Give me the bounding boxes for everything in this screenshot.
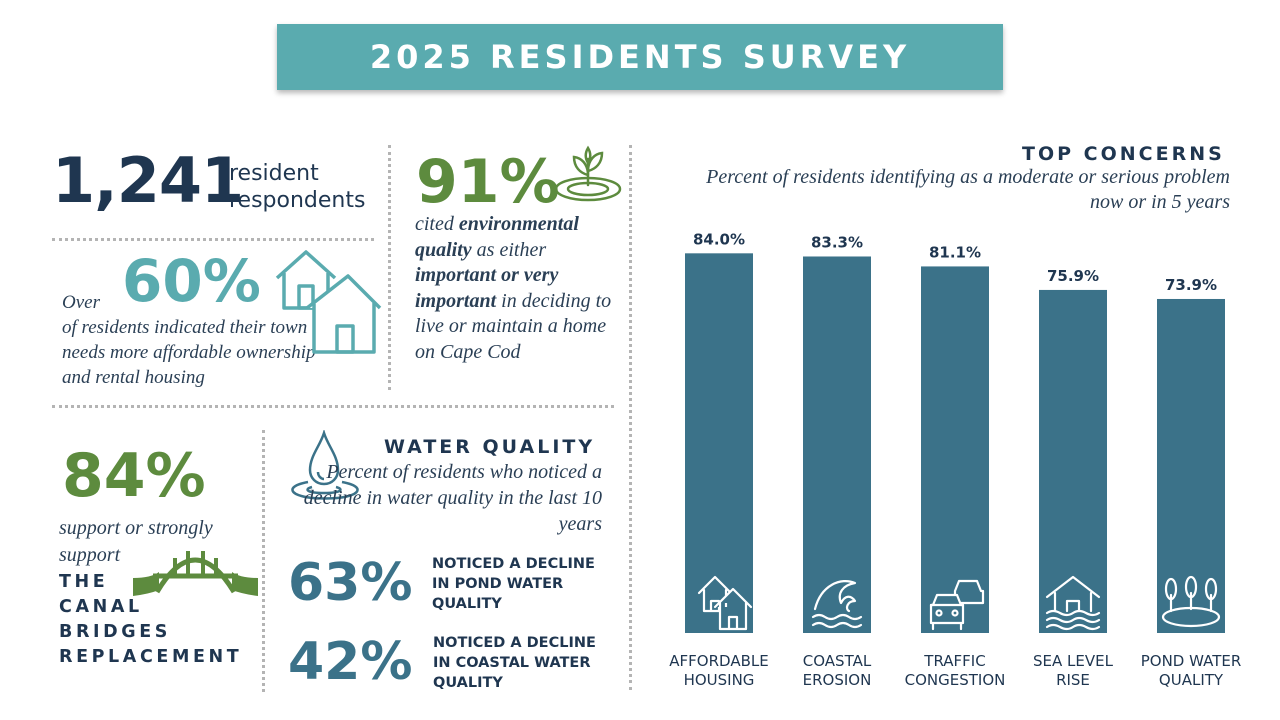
category-label: SEA LEVEL RISE: [1033, 652, 1114, 689]
housing-text: of residents indicated their town needs …: [62, 317, 316, 388]
housing-percent: 60%: [122, 247, 261, 315]
divider-vertical-top: [388, 145, 391, 390]
bridge-icon: [133, 551, 258, 596]
chart-subtitle: Percent of residents identifying as a mo…: [706, 166, 1230, 213]
coastal-decline-percent: 42%: [288, 632, 413, 692]
wave-icon: [811, 580, 863, 629]
respondents-label-line1: resident: [229, 161, 319, 186]
divider-horizontal-middle: [52, 405, 614, 408]
houses-icon: [275, 250, 382, 354]
chart-title: TOP CONCERNS: [1022, 143, 1225, 165]
top-concerns-chart: 84.0% AFFORDABLE HOUSING 83.3% COASTAL EROSIO…: [669, 230, 1242, 689]
respondents-label: resident respondents: [229, 160, 389, 214]
page-title: 2025 RESIDENTS SURVEY: [369, 38, 911, 76]
bar-value-label: 84.0%: [693, 230, 745, 248]
category-label: POND WATER QUALITY: [1141, 652, 1242, 689]
pond-decline-label: NOTICED A DECLINE IN POND WATER QUALITY: [432, 556, 595, 612]
divider-vertical-bottom: [262, 430, 265, 692]
bar-value-label: 83.3%: [811, 233, 863, 251]
bar-value-label: 75.9%: [1047, 267, 1099, 285]
bridge-name-line4: REPLACEMENT: [59, 647, 243, 667]
divider-vertical-chart: [629, 145, 632, 690]
environment-percent: 91%: [416, 147, 560, 217]
category-label: AFFORDABLE HOUSING: [669, 652, 768, 689]
water-drop-icon: [291, 430, 359, 500]
respondents-label-line2: respondents: [229, 188, 366, 213]
pond-trees-icon: [1161, 575, 1221, 628]
coastal-decline-label: NOTICED A DECLINE IN COASTAL WATER QUALI…: [433, 635, 596, 691]
housing-prefix: Over: [62, 292, 100, 313]
water-quality-subtitle: Percent of residents who noticed a decli…: [303, 461, 602, 535]
respondents-count: 1,241: [52, 144, 244, 217]
category-label: COASTAL EROSION: [803, 652, 872, 689]
bar-value-label: 73.9%: [1165, 276, 1217, 294]
plant-water-icon: [554, 145, 622, 202]
title-banner: 2025 RESIDENTS SURVEY: [277, 24, 1003, 90]
bridge-support-text: support or strongly support: [59, 517, 213, 566]
cars-icon: [929, 579, 985, 631]
water-quality-heading: WATER QUALITY: [384, 436, 596, 458]
environment-text: cited environmental quality as either im…: [415, 213, 612, 363]
category-label: TRAFFIC CONGESTION: [905, 652, 1006, 689]
bridge-name-line1: THE: [59, 572, 109, 592]
pond-decline-percent: 63%: [288, 553, 413, 613]
houses-icon: [697, 575, 753, 631]
flooded-house-icon: [1045, 575, 1101, 631]
bar-affordable-housing: [685, 253, 753, 633]
bar-coastal-erosion: [803, 256, 871, 633]
bridge-name-line3: BRIDGES: [59, 622, 171, 642]
bridge-name-line2: CANAL: [59, 597, 143, 617]
bridge-project-name: THE CANAL BRIDGES REPLACEMENT: [59, 570, 242, 670]
bridge-percent: 84%: [62, 441, 206, 511]
divider-horizontal-respondents: [52, 238, 374, 241]
bar-value-label: 81.1%: [929, 243, 981, 261]
bar-traffic-congestion: [921, 266, 989, 633]
bar-sea-level-rise: [1039, 289, 1107, 633]
